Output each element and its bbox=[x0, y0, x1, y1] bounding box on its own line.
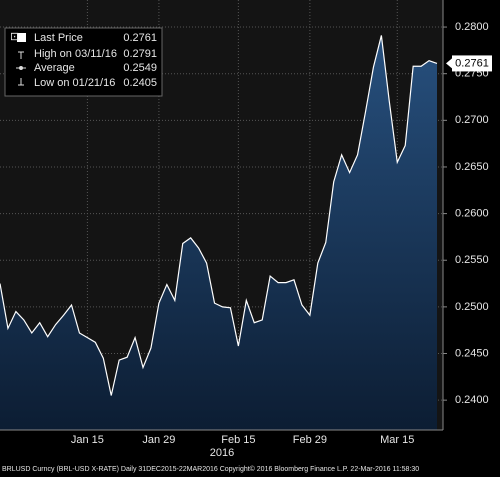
y-tick-label: 0.2800 bbox=[455, 21, 489, 33]
last-price-tag bbox=[452, 55, 492, 72]
x-tick-label: Feb 15 bbox=[221, 434, 255, 446]
legend-label: High on 03/11/16 bbox=[34, 48, 117, 60]
footer: BRLUSD Curncy (BRL-USD X-RATE) Daily 31D… bbox=[2, 465, 419, 473]
y-tick-label: 0.2450 bbox=[455, 347, 489, 359]
legend: ⊡ Last Price 0.2761 High on 03/11/16 0.2… bbox=[4, 27, 163, 97]
legend-label: Last Price bbox=[34, 32, 83, 44]
last-price-pointer bbox=[446, 58, 452, 69]
legend-icon bbox=[18, 51, 24, 59]
legend-label: Average bbox=[34, 62, 75, 74]
y-tick-label: 0.2550 bbox=[455, 254, 489, 266]
y-tick-label: 0.2650 bbox=[455, 161, 489, 173]
x-tick-label: Jan 29 bbox=[142, 434, 175, 446]
legend-label: Low on 01/21/16 bbox=[34, 77, 115, 89]
legend-box bbox=[4, 27, 163, 97]
y-tick-label: 0.2700 bbox=[455, 114, 489, 126]
y-tick-label: 0.2600 bbox=[455, 208, 489, 220]
legend-icon: ⊡ bbox=[10, 31, 19, 43]
y-tick-label: 0.2400 bbox=[455, 394, 489, 406]
year-label: 2016 bbox=[210, 447, 234, 459]
legend-icon bbox=[17, 33, 26, 42]
legend-value: 0.2549 bbox=[123, 62, 157, 74]
x-tick-label: Feb 29 bbox=[293, 434, 327, 446]
y-tick-label: 0.2500 bbox=[455, 301, 489, 313]
legend-value: 0.2405 bbox=[123, 77, 157, 89]
legend-icon bbox=[19, 66, 23, 70]
x-tick-label: Mar 15 bbox=[380, 434, 414, 446]
series bbox=[0, 35, 438, 430]
line bbox=[0, 35, 438, 396]
legend-icon bbox=[18, 78, 24, 86]
legend-value: 0.2791 bbox=[123, 48, 157, 60]
x-tick-label: Jan 15 bbox=[71, 434, 104, 446]
legend-value: 0.2761 bbox=[123, 32, 157, 44]
area bbox=[0, 35, 437, 430]
last-price-label: 0.2761 bbox=[455, 57, 489, 69]
